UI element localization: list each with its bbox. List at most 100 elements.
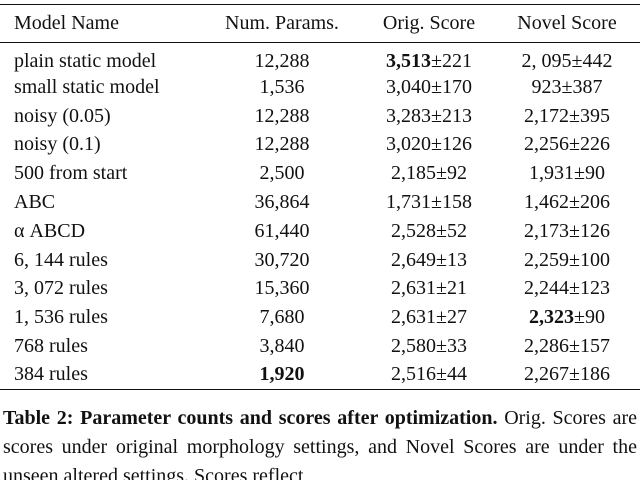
orig-score: 2,580 <box>391 335 436 358</box>
orig-score-error: ±126 <box>431 133 472 156</box>
caption-label: Table 2: <box>3 407 74 429</box>
orig-score-cell: 1,731±158 <box>364 188 494 217</box>
orig-score: 2,649 <box>391 248 436 271</box>
orig-score: 2,631 <box>391 306 436 329</box>
orig-score-error: ±52 <box>436 219 467 242</box>
novel-score: 2,172 <box>524 104 569 127</box>
novel-score: 2,323 <box>529 306 574 329</box>
table-row: 384 rules 1,920 2,516±44 2,267±186 <box>0 361 640 390</box>
orig-score: 3,040 <box>386 75 431 98</box>
novel-score: 923 <box>531 75 562 98</box>
model-name: 500 from start <box>14 162 128 185</box>
table-row: noisy (0.05) 12,288 3,283±213 2,172±395 <box>0 102 640 131</box>
novel-score-cell: 2,256±226 <box>494 131 640 160</box>
param-count: 61,440 <box>254 219 310 242</box>
model-name: 3, 072 rules <box>14 277 108 300</box>
param-count-cell: 12,288 <box>200 131 364 160</box>
novel-score-error: ±100 <box>569 248 610 271</box>
param-count-cell: 61,440 <box>200 217 364 246</box>
novel-score-cell: 2,173±126 <box>494 217 640 246</box>
model-name: noisy (0.05) <box>14 104 111 127</box>
novel-score-cell: 2,259±100 <box>494 246 640 275</box>
novel-score: 2,256 <box>524 133 569 156</box>
param-count-cell: 3,840 <box>200 332 364 361</box>
orig-score-error: ±33 <box>436 335 467 358</box>
model-name: 384 rules <box>14 362 88 385</box>
novel-score-cell: 2,172±395 <box>494 102 640 131</box>
novel-score-error: ±442 <box>571 50 613 72</box>
novel-score-cell: 2,323±90 <box>494 303 640 332</box>
param-count: 3,840 <box>259 335 305 358</box>
orig-score-error: ±221 <box>431 50 472 72</box>
param-count: 12,288 <box>254 133 310 156</box>
novel-score-error: ±157 <box>569 335 610 358</box>
orig-score: 2,528 <box>391 219 436 242</box>
orig-score: 2,631 <box>391 277 436 300</box>
param-count: 30,720 <box>254 248 310 271</box>
orig-score-cell: 2,580±33 <box>364 332 494 361</box>
table-row: 6, 144 rules 30,720 2,649±13 2,259±100 <box>0 246 640 275</box>
novel-score: 2,267 <box>524 362 569 385</box>
novel-score-error: ±226 <box>569 133 610 156</box>
orig-score: 2,185 <box>391 162 436 185</box>
param-count-cell: 30,720 <box>200 246 364 275</box>
orig-score-error: ±44 <box>436 362 467 385</box>
param-count-cell: 2,500 <box>200 159 364 188</box>
table-body: plain static model 12,288 3,513±221 2, 095±… <box>0 43 640 390</box>
orig-score-cell: 2,631±27 <box>364 303 494 332</box>
param-count-cell: 7,680 <box>200 303 364 332</box>
param-count: 1,536 <box>259 75 305 98</box>
caption-text: Orig. Scores are scores under original m… <box>3 407 637 480</box>
results-table: Model Name Num. Params. Orig. Score Novel S… <box>0 4 640 390</box>
orig-score-cell: 3,040±170 <box>364 73 494 102</box>
novel-score-error: ±90 <box>574 162 605 185</box>
column-header: Model Name <box>14 12 119 34</box>
table-row: α ABCD 61,440 2,528±52 2,173±126 <box>0 217 640 246</box>
orig-score-cell: 2,185±92 <box>364 159 494 188</box>
header-row: Model Name Num. Params. Orig. Score Novel S… <box>0 4 640 43</box>
orig-score-error: ±92 <box>436 162 467 185</box>
orig-score: 3,283 <box>386 104 431 127</box>
model-name: ABC <box>14 191 56 214</box>
novel-score-cell: 2, 095±442 <box>494 43 640 74</box>
param-count: 12,288 <box>254 50 310 72</box>
orig-score-error: ±213 <box>431 104 472 127</box>
orig-score-cell: 3,283±213 <box>364 102 494 131</box>
model-name: 1, 536 rules <box>14 306 108 329</box>
model-name: plain static model <box>14 50 157 72</box>
novel-score-cell: 1,462±206 <box>494 188 640 217</box>
param-count-cell: 1,536 <box>200 73 364 102</box>
param-count: 2,500 <box>259 162 305 185</box>
param-count-cell: 12,288 <box>200 43 364 74</box>
novel-score-error: ±90 <box>574 306 605 329</box>
novel-score-error: ±387 <box>561 75 603 98</box>
novel-score-cell: 1,931±90 <box>494 159 640 188</box>
novel-score-cell: 923±387 <box>494 73 640 102</box>
model-name: 6, 144 rules <box>14 248 108 271</box>
orig-score: 3,513 <box>386 50 431 72</box>
table-row: 768 rules 3,840 2,580±33 2,286±157 <box>0 332 640 361</box>
param-count: 36,864 <box>254 191 310 214</box>
novel-score: 2,244 <box>524 277 569 300</box>
novel-score: 2, 095 <box>521 50 572 72</box>
orig-score: 3,020 <box>386 133 431 156</box>
orig-score-error: ±27 <box>436 306 467 329</box>
param-count: 12,288 <box>254 104 310 127</box>
novel-score-error: ±123 <box>569 277 610 300</box>
orig-score: 2,516 <box>391 362 436 385</box>
orig-score: 1,731 <box>386 191 431 214</box>
table-row: plain static model 12,288 3,513±221 2, 095±… <box>0 43 640 74</box>
param-count-cell: 1,920 <box>200 361 364 390</box>
model-name: α ABCD <box>14 219 86 242</box>
novel-score: 2,173 <box>524 219 569 242</box>
table-row: ABC 36,864 1,731±158 1,462±206 <box>0 188 640 217</box>
orig-score-cell: 2,528±52 <box>364 217 494 246</box>
orig-score-cell: 2,631±21 <box>364 275 494 304</box>
orig-score-cell: 2,649±13 <box>364 246 494 275</box>
model-name: small static model <box>14 75 160 98</box>
table-caption: Table 2: Parameter counts and scores aft… <box>3 404 637 480</box>
param-count-cell: 36,864 <box>200 188 364 217</box>
param-count-cell: 15,360 <box>200 275 364 304</box>
novel-score-error: ±206 <box>569 191 610 214</box>
